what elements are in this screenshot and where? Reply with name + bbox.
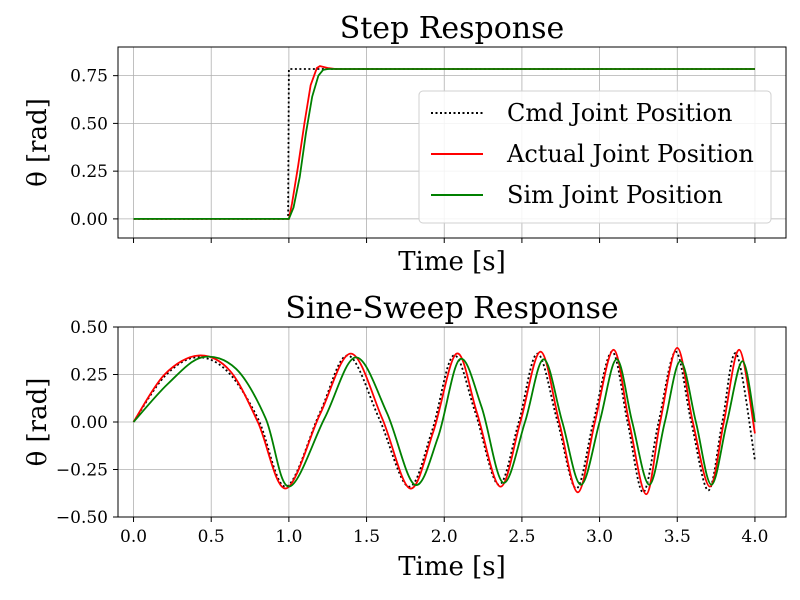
legend-box [418, 90, 772, 224]
x-tick-label: 2.0 [431, 527, 458, 547]
x-tick-label: 2.5 [508, 527, 535, 547]
y-tick-label: 0.75 [70, 67, 108, 87]
legend: Cmd Joint Position Actual Joint Position S… [418, 90, 772, 224]
x-tick-label: 0.5 [198, 527, 225, 547]
sine-x-axis-label: Time [s] [398, 552, 506, 582]
sine-grid [118, 326, 786, 518]
sine-sweep-panel: 0.0 0.5 1.0 1.5 2.0 2.5 3.0 3.5 4.0 −0.50 −0.25 0.0… [23, 291, 787, 582]
legend-entry: Actual Joint Position [431, 140, 754, 168]
y-tick-label: −0.25 [56, 461, 108, 481]
x-tick-label: 1.5 [353, 527, 380, 547]
step-x-axis-label: Time [s] [398, 247, 506, 277]
sine-series-lines [132, 346, 756, 496]
y-tick-label: 0.25 [70, 366, 108, 386]
legend-entry: Sim Joint Position [431, 181, 723, 209]
legend-label: Actual Joint Position [506, 140, 754, 168]
y-tick-label: 0.25 [70, 162, 108, 182]
sine-y-axis-label: θ [rad] [23, 378, 53, 467]
x-tick-label: 0.0 [120, 527, 147, 547]
y-tick-label: 0.00 [70, 413, 108, 433]
step-title: Step Response [340, 11, 565, 46]
legend-label: Cmd Joint Position [507, 99, 732, 127]
legend-label: Sim Joint Position [507, 181, 723, 209]
legend-entry: Cmd Joint Position [431, 99, 732, 127]
step-axes-frame [117, 46, 787, 239]
y-tick-label: 0.50 [70, 318, 108, 338]
sim-joint-position-line [132, 355, 756, 488]
step-response-panel: 0.000.250.500.75 Step Response Time [s] … [23, 11, 787, 277]
x-tick-label: 3.5 [664, 527, 691, 547]
step-ticks: 0.00 0.25 0.50 0.75 [70, 67, 756, 243]
step-series-lines [133, 65, 755, 220]
x-tick-label: 1.0 [275, 527, 302, 547]
sine-ticks: 0.0 0.5 1.0 1.5 2.0 2.5 3.0 3.5 4.0 −0.50 −0.25 0.0… [56, 318, 769, 547]
step-y-axis-label: θ [rad] [23, 98, 53, 187]
sim-joint-position-line [133, 68, 755, 220]
y-tick-label: −0.50 [56, 508, 108, 528]
sine-title: Sine-Sweep Response [285, 291, 618, 326]
x-tick-label: 3.0 [586, 527, 613, 547]
x-tick-label: 4.0 [741, 527, 768, 547]
y-tick-label: 0.50 [70, 114, 108, 134]
cmd-joint-position-line [132, 350, 756, 494]
y-tick-label: 0.00 [70, 210, 108, 230]
